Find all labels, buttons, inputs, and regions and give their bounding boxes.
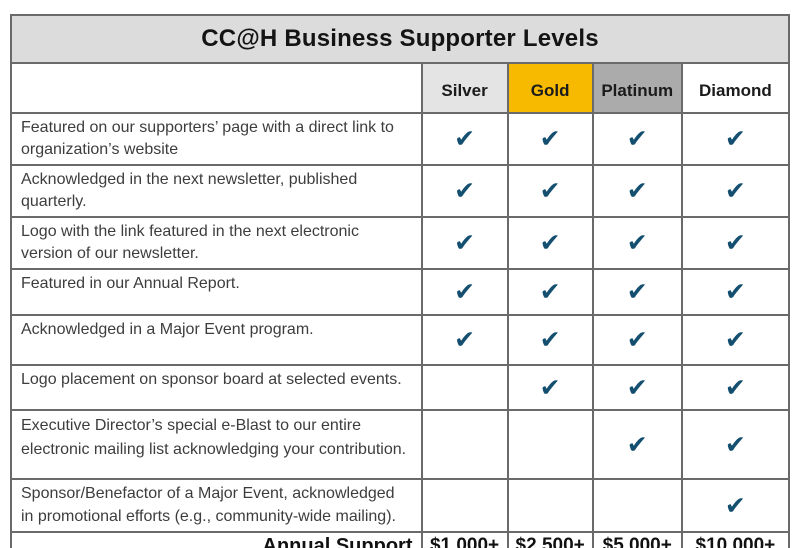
- check-cell: ✔: [680, 111, 791, 167]
- check-cell: [420, 478, 509, 533]
- check-icon: ✔: [724, 277, 746, 307]
- check-icon: ✔: [539, 176, 561, 206]
- benefit-cell: Logo with the link featured in the next …: [10, 216, 423, 271]
- check-icon: ✔: [724, 490, 746, 520]
- check-cell: [506, 409, 594, 481]
- check-icon: ✔: [539, 277, 561, 307]
- check-cell: ✔: [591, 216, 683, 271]
- check-cell: ✔: [506, 216, 594, 271]
- benefit-cell: Acknowledged in a Major Event program.: [10, 314, 423, 367]
- check-icon: ✔: [539, 228, 561, 258]
- column-header-diamond: Diamond: [680, 62, 791, 114]
- check-icon: ✔: [626, 124, 648, 154]
- check-cell: ✔: [680, 268, 791, 317]
- check-cell: [420, 409, 509, 481]
- check-icon: ✔: [626, 277, 648, 307]
- table-row: Executive Director’s special e-Blast to …: [10, 409, 791, 481]
- annual-support-row: Annual Support $1,000+ $2,500+ $5,000+ $…: [10, 530, 791, 548]
- check-icon: ✔: [539, 325, 561, 355]
- column-header-silver: Silver: [420, 62, 509, 114]
- benefit-cell: Acknowledged in the next newsletter, pub…: [10, 164, 423, 219]
- table-row: Acknowledged in a Major Event program. ✔…: [10, 314, 791, 367]
- page-title: CC@H Business Supporter Levels: [10, 14, 790, 64]
- benefit-header-cell: [10, 62, 423, 114]
- annual-support-platinum: $5,000+: [591, 530, 683, 548]
- check-cell: ✔: [591, 111, 683, 167]
- check-icon: ✔: [626, 325, 648, 355]
- benefit-cell: Executive Director’s special e-Blast to …: [10, 409, 423, 481]
- check-cell: [591, 478, 683, 533]
- check-cell: ✔: [420, 314, 509, 367]
- check-icon: ✔: [454, 325, 476, 355]
- column-header-platinum: Platinum: [591, 62, 683, 114]
- check-cell: ✔: [420, 216, 509, 271]
- check-icon: ✔: [626, 176, 648, 206]
- table-row: Acknowledged in the next newsletter, pub…: [10, 164, 791, 219]
- annual-support-gold: $2,500+: [506, 530, 594, 548]
- check-cell: [420, 364, 509, 412]
- check-icon: ✔: [724, 124, 746, 154]
- check-icon: ✔: [539, 372, 561, 402]
- check-cell: ✔: [506, 364, 594, 412]
- column-header-gold: Gold: [506, 62, 594, 114]
- check-cell: ✔: [591, 268, 683, 317]
- table-row: Logo with the link featured in the next …: [10, 216, 791, 271]
- benefit-cell: Featured in our Annual Report.: [10, 268, 423, 317]
- benefit-cell: Featured on our supporters’ page with a …: [10, 111, 423, 167]
- check-icon: ✔: [626, 372, 648, 402]
- check-cell: ✔: [420, 268, 509, 317]
- check-cell: ✔: [680, 314, 791, 367]
- check-icon: ✔: [626, 429, 648, 459]
- check-icon: ✔: [539, 124, 561, 154]
- title-row: CC@H Business Supporter Levels: [10, 14, 790, 64]
- table-row: Sponsor/Benefactor of a Major Event, ack…: [10, 478, 791, 533]
- check-cell: ✔: [680, 364, 791, 412]
- table-row: Logo placement on sponsor board at selec…: [10, 364, 791, 412]
- check-cell: ✔: [506, 111, 594, 167]
- check-cell: ✔: [591, 164, 683, 219]
- check-cell: ✔: [420, 164, 509, 219]
- check-cell: [506, 478, 594, 533]
- table-row: Featured on our supporters’ page with a …: [10, 111, 791, 167]
- table-row: Featured in our Annual Report. ✔ ✔ ✔ ✔: [10, 268, 791, 317]
- check-icon: ✔: [454, 228, 476, 258]
- check-icon: ✔: [724, 228, 746, 258]
- check-icon: ✔: [724, 429, 746, 459]
- check-icon: ✔: [454, 124, 476, 154]
- check-icon: ✔: [724, 325, 746, 355]
- annual-support-silver: $1,000+: [420, 530, 509, 548]
- check-icon: ✔: [454, 176, 476, 206]
- check-cell: ✔: [680, 478, 791, 533]
- check-cell: ✔: [506, 314, 594, 367]
- check-cell: ✔: [506, 164, 594, 219]
- check-icon: ✔: [724, 176, 746, 206]
- check-cell: ✔: [680, 409, 791, 481]
- check-cell: ✔: [680, 164, 791, 219]
- check-cell: ✔: [680, 216, 791, 271]
- annual-support-label: Annual Support: [10, 530, 423, 548]
- check-icon: ✔: [454, 277, 476, 307]
- column-header-row: Silver Gold Platinum Diamond: [10, 62, 791, 114]
- check-cell: ✔: [591, 314, 683, 367]
- check-icon: ✔: [724, 372, 746, 402]
- check-icon: ✔: [626, 228, 648, 258]
- check-cell: ✔: [420, 111, 509, 167]
- check-cell: ✔: [506, 268, 594, 317]
- supporter-levels-table: CC@H Business Supporter Levels Silver Go…: [10, 14, 791, 548]
- check-cell: ✔: [591, 364, 683, 412]
- check-cell: ✔: [591, 409, 683, 481]
- benefit-cell: Sponsor/Benefactor of a Major Event, ack…: [10, 478, 423, 533]
- annual-support-diamond: $10,000+: [680, 530, 791, 548]
- benefit-cell: Logo placement on sponsor board at selec…: [10, 364, 423, 412]
